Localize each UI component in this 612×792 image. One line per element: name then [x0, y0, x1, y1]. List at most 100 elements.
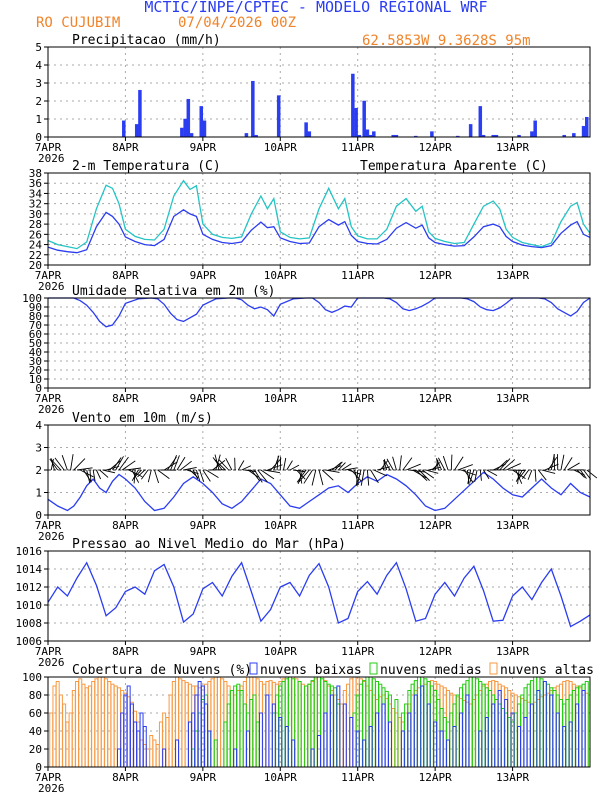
x-tick-label: 10APR	[264, 771, 297, 784]
wind-arrow	[131, 469, 139, 481]
x-tick-label: 10APR	[264, 392, 297, 405]
wind-arrow	[311, 469, 317, 486]
wind-arrow	[538, 469, 547, 481]
x-tick-label: 10APR	[264, 141, 297, 154]
legend-swatch	[489, 662, 498, 675]
x-tick-label: 13APR	[496, 645, 529, 658]
x-tick-label: 9APR	[190, 519, 217, 532]
y-tick-label: 30	[29, 208, 42, 221]
wind-arrow	[534, 469, 537, 482]
x-tick-label: 13APR	[496, 141, 529, 154]
legend-label: nuvens medias	[380, 663, 482, 678]
y-tick-label: 80	[29, 310, 42, 323]
wind-arrow	[579, 469, 587, 479]
bar-precip	[430, 131, 434, 138]
wind-arrow	[483, 469, 490, 480]
x-tick-label: 9APR	[190, 771, 217, 784]
wind-arrow	[157, 469, 170, 480]
x-tick-label: 13APR	[496, 519, 529, 532]
x-tick-label: 11APR	[341, 771, 374, 784]
wind-arrow	[289, 464, 300, 471]
wind-arrow	[356, 469, 359, 486]
bar-precip	[307, 131, 312, 138]
bar-precip	[134, 124, 139, 138]
bar-precip	[186, 98, 191, 138]
y-tick-label: 1010	[16, 599, 43, 612]
y-tick-label: 0	[35, 131, 42, 144]
x-tick-label: 8APR	[112, 141, 139, 154]
y-tick-label: 4	[35, 419, 42, 432]
wind-arrow	[418, 469, 430, 481]
y-tick-label: 38	[29, 167, 42, 180]
wind-arrow	[298, 469, 310, 483]
wind-arrow	[83, 469, 92, 483]
panel-clouds: 0 20 40 60 80 100 7APR 8APR 9APR 10APR 11APR 12APR 1…	[22, 662, 594, 792]
line-Vento	[47, 471, 591, 512]
wind-arrow	[250, 469, 260, 482]
wind-arrow	[286, 460, 293, 471]
wind-arrow	[405, 463, 421, 471]
y-tick-label: 90	[29, 301, 42, 314]
wind-arrow	[466, 469, 470, 485]
bar-precip	[572, 133, 576, 138]
y-tick-label: 3	[35, 442, 42, 455]
wind-arrow	[283, 457, 287, 471]
wind-arrow	[515, 469, 523, 482]
wind-arrow	[541, 469, 556, 474]
x-tick-label: 7APR	[35, 269, 62, 282]
wind-arrow	[276, 455, 279, 471]
wind-arrow	[257, 469, 268, 483]
y-tick-label: 100	[22, 671, 42, 684]
y-tick-label: 32	[29, 198, 42, 211]
x-tick-label: 9APR	[190, 392, 217, 405]
panel-title: Umidade Relativa em 2m (%)	[72, 284, 276, 299]
bar-precip	[351, 73, 355, 138]
wind-arrow	[195, 469, 201, 482]
x-tick-label: 12APR	[419, 392, 452, 405]
bar-precip	[478, 106, 483, 138]
x-tick-label: 11APR	[341, 519, 374, 532]
bar-precip	[362, 100, 366, 138]
wind-arrow	[92, 469, 96, 482]
model-run-time: 07/04/2026 00Z	[178, 15, 296, 31]
wind-arrow	[474, 469, 478, 482]
wind-arrow	[54, 457, 65, 471]
bar-precip	[122, 120, 126, 138]
x-tick-label: 8APR	[112, 771, 139, 784]
x-tick-label: 9APR	[190, 269, 217, 282]
wind-arrow	[415, 469, 428, 482]
wind-arrow	[383, 460, 388, 471]
wind-arrow	[479, 469, 482, 481]
wind-arrow	[170, 455, 177, 471]
wind-arrow	[225, 457, 233, 471]
x-tick-label: 8APR	[112, 392, 139, 405]
x-tick-label: 9APR	[190, 141, 217, 154]
y-tick-label: 28	[29, 218, 42, 231]
x-tick-label: 10APR	[264, 645, 297, 658]
bar-precip	[180, 127, 184, 138]
wind-arrow	[383, 459, 391, 471]
wind-arrow	[360, 469, 365, 486]
line-2-m-Temperatura	[47, 209, 591, 254]
y-tick-label: 2	[35, 95, 42, 108]
wind-arrow	[583, 469, 592, 480]
wind-arrow	[241, 465, 252, 471]
y-tick-label: 50	[29, 337, 42, 350]
panel-title: 2-m Temperatura (C)	[72, 159, 221, 174]
wind-arrow	[214, 459, 226, 471]
wind-arrow	[435, 458, 443, 471]
y-tick-label: 34	[29, 187, 43, 200]
bar-precip	[354, 107, 358, 138]
wind-arrow	[102, 469, 116, 474]
wind-arrow	[567, 462, 580, 471]
wind-arrow	[112, 457, 122, 471]
legend-label: nuvens baixas	[260, 663, 362, 678]
y-tick-label: 100	[22, 292, 42, 305]
wind-arrow	[338, 462, 346, 471]
x-tick-label: 10APR	[264, 269, 297, 282]
y-tick-label: 1	[35, 113, 42, 126]
wind-arrow	[186, 469, 199, 475]
wind-arrow	[147, 469, 152, 483]
y-tick-label: 1008	[16, 617, 43, 630]
